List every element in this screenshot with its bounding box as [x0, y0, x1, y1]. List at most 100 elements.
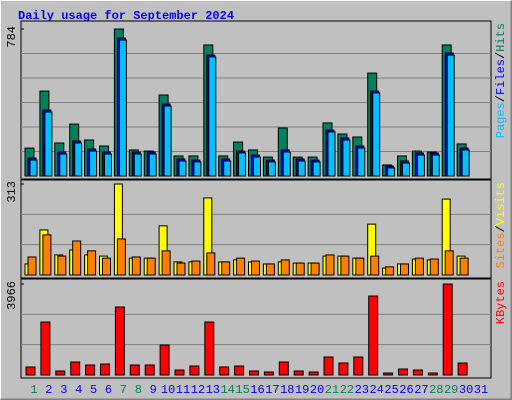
x-tick-label: 21	[325, 383, 339, 397]
x-tick-label: 14	[220, 383, 234, 397]
bar	[323, 356, 334, 376]
bar	[174, 369, 185, 376]
bar	[40, 321, 51, 376]
bar	[72, 240, 82, 276]
bar	[219, 366, 230, 376]
bar	[282, 151, 291, 177]
x-tick-label: 26	[399, 383, 413, 397]
bar	[429, 258, 439, 276]
bar	[74, 142, 83, 177]
legend-separator: /	[494, 95, 508, 102]
bar	[223, 160, 232, 177]
bar	[57, 255, 67, 276]
x-tick-label: 28	[429, 383, 443, 397]
bar	[370, 255, 380, 276]
x-tick-label: 19	[295, 383, 309, 397]
bar	[340, 255, 350, 276]
x-tick-label: 6	[105, 383, 112, 397]
bar	[372, 92, 381, 177]
bar	[387, 167, 396, 177]
bar	[398, 368, 408, 376]
chart-title: Daily usage for September 2024	[18, 9, 234, 23]
x-tick-label: 30	[459, 383, 473, 397]
y-tick-label: 313	[5, 181, 19, 203]
bar	[27, 256, 37, 276]
bar	[208, 56, 217, 177]
x-tick-label: 13	[206, 383, 220, 397]
legend: Sites/Visits	[494, 182, 508, 268]
bar	[297, 160, 306, 177]
bar	[402, 162, 410, 177]
bar	[70, 361, 81, 376]
bar	[416, 154, 425, 177]
legend-entry: Pages	[494, 102, 508, 138]
bar	[383, 372, 394, 376]
x-tick-label: 8	[135, 383, 142, 397]
bar	[278, 361, 289, 376]
legend-entry: Visits	[494, 182, 508, 225]
bar	[385, 266, 395, 276]
bar	[414, 257, 424, 276]
legend-entry: Files	[494, 59, 508, 95]
legend-entry: KBytes	[494, 281, 508, 324]
bar	[206, 252, 216, 276]
x-tick-label: 15	[235, 383, 249, 397]
legend-separator: /	[494, 225, 508, 232]
bar	[116, 238, 126, 276]
x-tick-label: 27	[414, 383, 428, 397]
bar	[146, 257, 156, 276]
x-tick-label: 2	[45, 383, 52, 397]
bar	[100, 363, 110, 376]
bar	[29, 159, 38, 177]
x-tick-label: 31	[474, 383, 488, 397]
bar	[310, 262, 320, 276]
bar	[129, 364, 140, 376]
bar	[204, 321, 215, 376]
bar	[178, 160, 187, 177]
bar	[102, 257, 111, 276]
bar	[55, 370, 66, 376]
bar	[234, 365, 245, 376]
x-tick-label: 18	[280, 383, 294, 397]
legend-entry: Sites	[494, 232, 508, 268]
bar	[176, 262, 186, 276]
bar	[193, 161, 202, 177]
x-tick-label: 12	[191, 383, 205, 397]
x-tick-label: 10	[161, 383, 175, 397]
x-tick-label: 9	[150, 383, 157, 397]
x-tick-label: 23	[355, 383, 369, 397]
bar	[104, 153, 112, 177]
x-tick-label: 25	[384, 383, 398, 397]
x-tick-label: 17	[265, 383, 279, 397]
bar	[327, 131, 336, 177]
bar	[236, 257, 246, 276]
bar	[461, 149, 470, 177]
bar	[221, 261, 231, 276]
bar	[295, 262, 305, 276]
bar	[368, 295, 379, 376]
bar	[325, 254, 335, 276]
bar	[431, 154, 440, 177]
bar	[44, 111, 53, 177]
bar	[131, 256, 141, 276]
bar	[87, 250, 97, 276]
bar	[293, 370, 304, 376]
bar	[42, 234, 52, 276]
legend: Pages/Files/Hits	[494, 23, 508, 138]
bar	[444, 250, 454, 276]
x-tick-label: 24	[369, 383, 383, 397]
bar	[312, 161, 321, 177]
x-tick-label: 11	[176, 383, 190, 397]
x-tick-label: 29	[444, 383, 458, 397]
bar	[161, 250, 171, 276]
bar	[191, 260, 201, 276]
bar	[267, 161, 276, 177]
legend-separator: /	[494, 52, 508, 59]
x-tick-label: 16	[250, 383, 264, 397]
bar	[355, 257, 365, 276]
bar	[446, 54, 455, 177]
bar	[263, 371, 274, 376]
x-tick-label: 5	[90, 383, 97, 397]
